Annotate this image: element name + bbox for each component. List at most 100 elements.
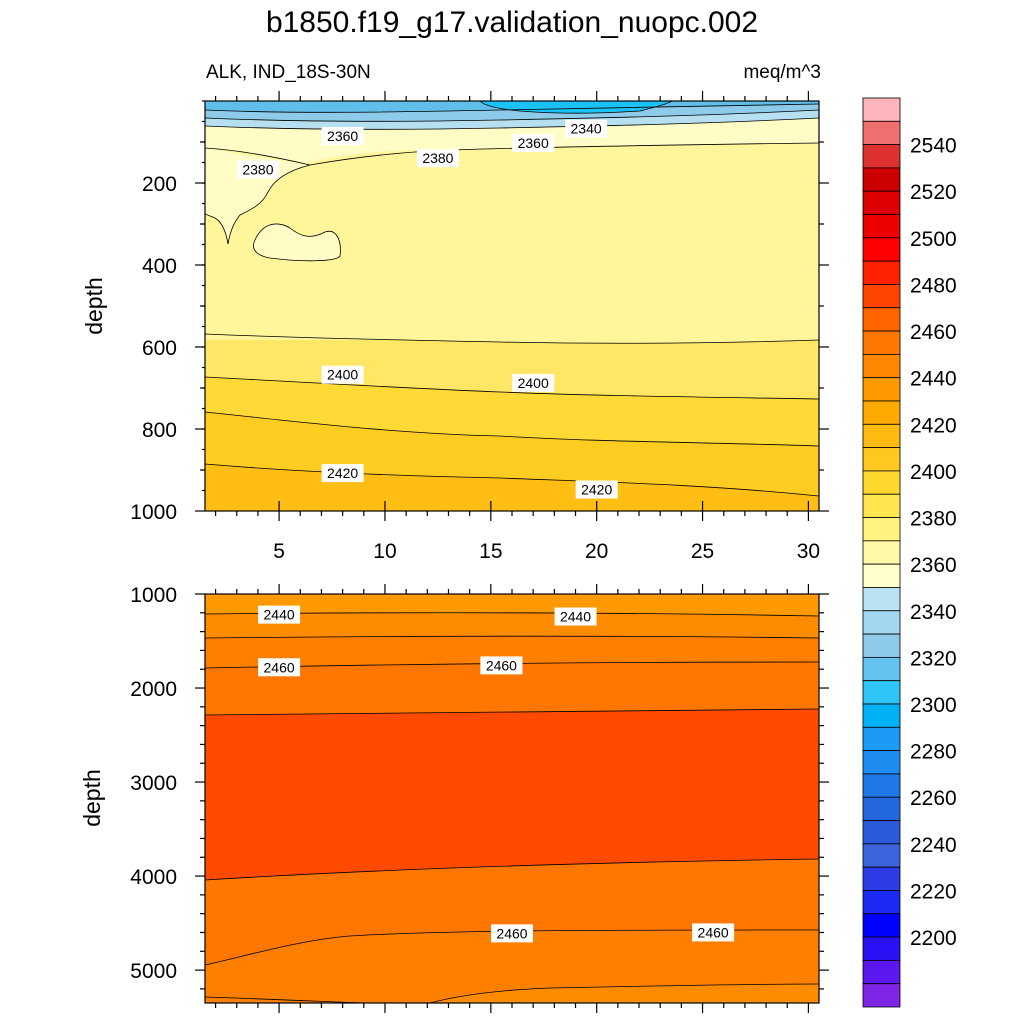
colorbar-label-2380: 2380 — [910, 508, 957, 531]
contour-line-2400 — [205, 376, 819, 400]
colorbar-swatch — [862, 866, 901, 891]
colorbar-swatch — [862, 423, 901, 449]
colorbar-swatch — [862, 400, 901, 425]
y-tick-label-upper-1000: 1000 — [130, 501, 177, 524]
colorbar-swatch — [862, 144, 901, 169]
contour-label-text: 2380 — [242, 162, 273, 178]
contour-label-lower-2: 2460 — [258, 658, 301, 677]
contour-line-2470-lower — [205, 858, 819, 881]
band-2330-2340 — [480, 101, 672, 114]
contour-line-2450 — [205, 635, 819, 639]
axis-ticks — [195, 91, 829, 1013]
contour-label-lower-1: 2440 — [554, 607, 597, 626]
colorbar-swatch — [862, 610, 901, 635]
colorbar-label-2400: 2400 — [910, 461, 957, 484]
colorbar-label-2220: 2220 — [910, 880, 957, 903]
colorbar-swatch — [862, 796, 901, 821]
contour-label-text: 2340 — [571, 121, 602, 137]
band-2380-2390-upper — [205, 143, 819, 340]
band-2460-2470-lower — [205, 930, 819, 1003]
band-2370-2380-left — [205, 148, 310, 244]
colorbar-swatch — [862, 447, 901, 472]
colorbar-label-2460: 2460 — [910, 321, 957, 344]
colorbar-swatch — [862, 493, 901, 518]
colorbar-label-2420: 2420 — [910, 414, 957, 437]
y-tick-label-lower-3000: 3000 — [130, 772, 177, 795]
colorbar-swatch — [862, 120, 901, 146]
upper-panel-contour-lines — [205, 101, 819, 497]
x-tick-label-5: 5 — [273, 540, 285, 563]
contour-label-text: 2460 — [496, 925, 527, 941]
x-tick-label-10: 10 — [373, 540, 396, 563]
colorbar-swatch — [862, 656, 901, 682]
contour-line-2380-pocket — [253, 223, 341, 262]
contour-line-2470-upper — [205, 708, 819, 716]
x-tick-label-20: 20 — [585, 540, 608, 563]
contour-label-lower-5: 2460 — [692, 923, 735, 942]
colorbar-swatch — [862, 820, 901, 845]
upper-panel-bands — [205, 101, 819, 511]
contour-labels: 2360 2360 2340 2380 2380 2400 2400 2420 2420 2440… — [236, 119, 735, 943]
colorbar-label-2440: 2440 — [910, 368, 957, 391]
contour-line-2360 — [205, 117, 819, 130]
contour-label-upper-1: 2360 — [512, 134, 555, 153]
colorbar-labels: 2540 2520 2500 2480 2460 2440 2420 2400 2380 2360… — [910, 135, 957, 950]
band-2450-2460-lower — [205, 984, 819, 1003]
y-tick-label-lower-2000: 2000 — [130, 678, 177, 701]
colorbar-swatch — [862, 773, 901, 798]
x-tick-label-15: 15 — [479, 540, 502, 563]
y-tick-label-lower-4000: 4000 — [130, 866, 177, 889]
colorbar-label-2280: 2280 — [910, 741, 957, 764]
contour-label-text: 2420 — [581, 482, 612, 498]
colorbar-swatch — [862, 703, 901, 728]
colorbar-swatch — [862, 843, 901, 868]
x-tick-label-30: 30 — [797, 540, 820, 563]
contour-line-2420 — [205, 463, 819, 497]
contour-label-text: 2460 — [264, 659, 295, 675]
contour-line-2370 — [205, 147, 311, 166]
colorbar-label-2480: 2480 — [910, 274, 957, 297]
contour-label-text: 2400 — [327, 367, 358, 383]
y-tick-label-upper-800: 800 — [142, 419, 177, 442]
colorbar-label-2520: 2520 — [910, 181, 957, 204]
contour-label-text: 2420 — [327, 465, 358, 481]
colorbar-swatch — [862, 936, 901, 961]
contour-line-2460-b — [205, 929, 819, 966]
colorbar-swatch — [862, 890, 901, 915]
contour-line-2410 — [205, 411, 819, 447]
contour-line-2390 — [205, 333, 819, 344]
y-tick-label-upper-200: 200 — [142, 173, 177, 196]
contour-label-upper-7: 2420 — [321, 464, 364, 483]
plot-title: b1850.f19_g17.validation_nuopc.002 — [265, 6, 759, 39]
contour-label-upper-4: 2380 — [416, 149, 459, 168]
contour-label-lower-3: 2460 — [480, 656, 523, 675]
colorbar-swatch — [862, 214, 901, 239]
colorbar-label-2300: 2300 — [910, 694, 957, 717]
contour-line-2340 — [205, 103, 819, 113]
contour-line-2380 — [205, 142, 819, 245]
contour-line-2450-b — [429, 983, 819, 1003]
colorbar-swatch — [862, 517, 901, 542]
colorbar-swatch — [862, 190, 901, 215]
colorbar-swatch — [862, 540, 901, 565]
y-tick-label-lower-5000: 5000 — [130, 960, 177, 983]
y-tick-label-upper-600: 600 — [142, 337, 177, 360]
colorbar-swatch — [862, 330, 901, 355]
colorbar-label-2320: 2320 — [910, 647, 957, 670]
subtitle-units: meq/m^3 — [743, 62, 821, 83]
contour-label-text: 2360 — [327, 128, 358, 144]
y-tick-label-lower-1000: 1000 — [130, 584, 177, 607]
colorbar-label-2540: 2540 — [910, 135, 957, 158]
colorbar-swatch — [862, 563, 901, 588]
colorbar-swatch — [862, 353, 901, 379]
lower-ylabel: depth — [79, 769, 105, 827]
colorbar-swatch — [862, 307, 901, 332]
contour-label-upper-0: 2360 — [321, 127, 364, 146]
subtitle-variable-region: ALK, IND_18S-30N — [206, 62, 371, 83]
colorbar — [862, 97, 901, 1008]
colorbar-swatch — [862, 983, 901, 1008]
y-tick-label-upper-400: 400 — [142, 255, 177, 278]
colorbar-label-2240: 2240 — [910, 834, 957, 857]
colorbar-swatch — [862, 726, 901, 752]
contour-line-2330 — [479, 101, 673, 114]
